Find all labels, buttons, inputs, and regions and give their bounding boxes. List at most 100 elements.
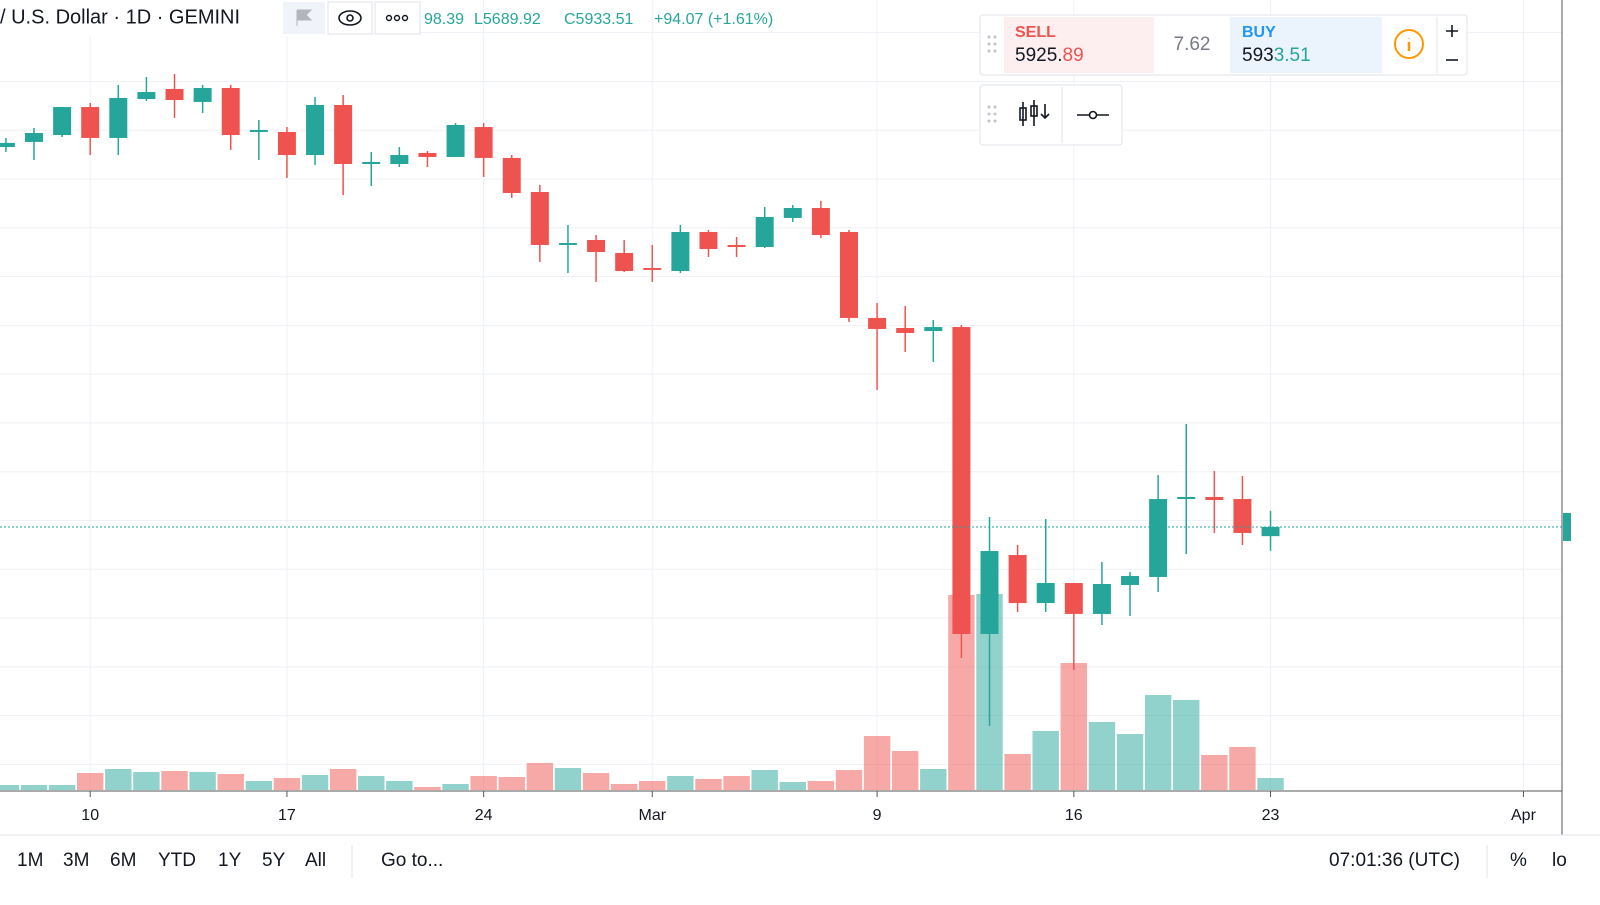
volume-bar [891,751,919,790]
candle-body [165,88,184,100]
x-tick-label: 23 [1262,807,1280,824]
candle-body [952,327,971,634]
clock: 07:01:36 (UTC) [1329,850,1460,871]
candle-body [418,152,437,157]
volume-bar [723,776,750,790]
candle-layer [0,73,1571,726]
volume-bar [77,773,104,790]
more-button[interactable] [374,1,421,35]
info-button[interactable] [1394,29,1424,59]
buy-button[interactable] [1230,17,1382,73]
footer: 1M 3M 6M YTD 1Y 5Y All [17,850,326,871]
candle-body [1149,499,1168,577]
volume-bar [245,781,273,790]
drag-handle [987,35,997,53]
percent-toggle[interactable]: % [1510,850,1527,871]
plus-button[interactable] [1446,25,1458,37]
candle-body [474,127,493,158]
volume-bar [582,773,610,790]
candle-body [840,232,858,318]
candle-body [643,268,662,270]
volume-bar [1257,778,1284,790]
volume-bar [1032,731,1059,790]
sell-label: SELL [1015,24,1056,41]
volume-bar [48,785,76,790]
candle-body [1064,583,1083,614]
candle-body [1121,576,1140,585]
sell-button[interactable] [1004,17,1154,73]
depth-button[interactable] [1019,100,1050,126]
candle-body [446,124,465,157]
candle-body [25,132,43,142]
goto-button[interactable]: Go to... [381,850,443,871]
volume-bar [1201,755,1228,790]
range-button[interactable]: 3M [63,850,89,871]
candle-body [53,107,72,136]
range-button[interactable]: 5Y [262,850,286,871]
volume-bar [442,784,469,790]
flag-icon [296,9,313,26]
range-button[interactable]: 6M [110,850,136,871]
volume-bar [610,784,638,790]
log-toggle[interactable]: lo [1552,850,1567,871]
volume-bar [1144,695,1172,790]
candle-body [0,142,15,148]
drag-handle [987,105,997,123]
range-button[interactable]: 1M [17,850,43,871]
candle-body [502,157,521,193]
volume-bar [358,776,385,790]
volume-bar [217,774,244,790]
candle-body [755,216,774,248]
volume-bar [1088,722,1116,790]
x-tick-label: Mar [638,807,666,824]
volume-bar [329,769,357,790]
volume-bar [779,782,806,790]
volume-bar [863,736,891,790]
x-tick-label: 9 [873,807,882,824]
volume-bar [414,787,441,790]
volume-bar [920,769,947,790]
sell-price: 5925.89 [1015,45,1084,66]
volume-bar [526,763,554,790]
x-tick-label: 10 [81,807,99,824]
volume-bar [161,771,188,790]
range-button[interactable]: YTD [158,850,196,871]
volume-bar [1060,663,1088,790]
volume-bar [695,779,722,790]
candle-body [699,232,718,249]
volume-bar [386,781,413,790]
volume-bar [20,785,48,790]
candle-body [109,97,128,138]
buy-price-pips: 3.51 [1274,45,1311,66]
volume-bar [835,770,863,790]
tool-widget [979,84,1123,146]
volume-bar [667,776,694,790]
range-button[interactable]: 1Y [218,850,242,871]
candle-body [896,328,915,333]
candle-body [249,129,268,132]
candle-body [1092,584,1111,614]
volume-bar [0,785,20,790]
candle-body [1205,496,1224,500]
x-tick-label: 17 [278,807,296,824]
candle-body [81,107,100,138]
ohlc-legend: 98.39 L5689.92 C5933.51 +94.07 (+1.61%) [424,11,773,28]
x-tick-label: 16 [1065,807,1083,824]
volume-bar [807,781,835,790]
grid [0,0,1562,790]
candle-body [615,252,634,272]
candle-body [783,208,802,218]
volume-bar [105,769,132,790]
candle-body [362,161,381,164]
range-button[interactable]: All [305,850,326,871]
x-axis: 10 17 24 Mar 9 16 23 Apr [81,791,1537,824]
volume-bar [133,772,160,790]
candle-body [193,88,212,102]
sell-price-main: 5925. [1015,45,1063,66]
eye-pupil [346,14,354,22]
last-price-marker [1563,512,1571,541]
candle-body [1261,526,1280,537]
eye-button[interactable] [327,1,373,35]
line-tool-button[interactable] [1077,110,1109,120]
